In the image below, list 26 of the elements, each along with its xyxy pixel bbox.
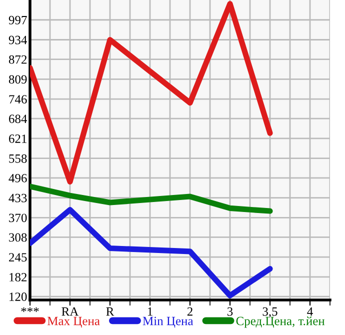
x-tick-label: *** bbox=[21, 307, 39, 312]
x-tick-label: 2 bbox=[187, 307, 192, 316]
y-tick-label: 370 bbox=[9, 214, 27, 222]
y-tick-label: 558 bbox=[9, 154, 27, 163]
y-tick-label: 934 bbox=[8, 36, 28, 44]
legend-label: Min Цена bbox=[142, 316, 194, 328]
y-tick-label: 809 bbox=[8, 75, 27, 84]
y-tick-label: 496 bbox=[8, 174, 27, 182]
x-tick-label: 3,5 bbox=[262, 307, 278, 318]
y-tick-label: 872 bbox=[8, 55, 27, 64]
legend-label: Сред.Цена, т.йен bbox=[236, 316, 325, 328]
x-tick-label: 3 bbox=[227, 307, 233, 316]
y-tick-label: 746 bbox=[9, 95, 27, 104]
y-tick-label: 245 bbox=[9, 253, 27, 262]
y-tick-label: 433 bbox=[8, 194, 27, 202]
x-tick-label: 4 bbox=[307, 307, 313, 316]
y-tick-label: 997 bbox=[8, 16, 27, 24]
y-tick-label: 308 bbox=[9, 233, 27, 242]
y-tick-label: 182 bbox=[10, 272, 27, 282]
x-tick-label: RA bbox=[62, 307, 79, 316]
x-tick-label: 1 bbox=[148, 307, 152, 316]
y-tick-label: 684 bbox=[9, 114, 28, 124]
y-tick-label: 120 bbox=[10, 292, 27, 301]
legend-label: Max Цена bbox=[48, 316, 100, 328]
x-tick-label: R bbox=[106, 307, 114, 316]
y-tick-label: 621 bbox=[9, 134, 26, 143]
